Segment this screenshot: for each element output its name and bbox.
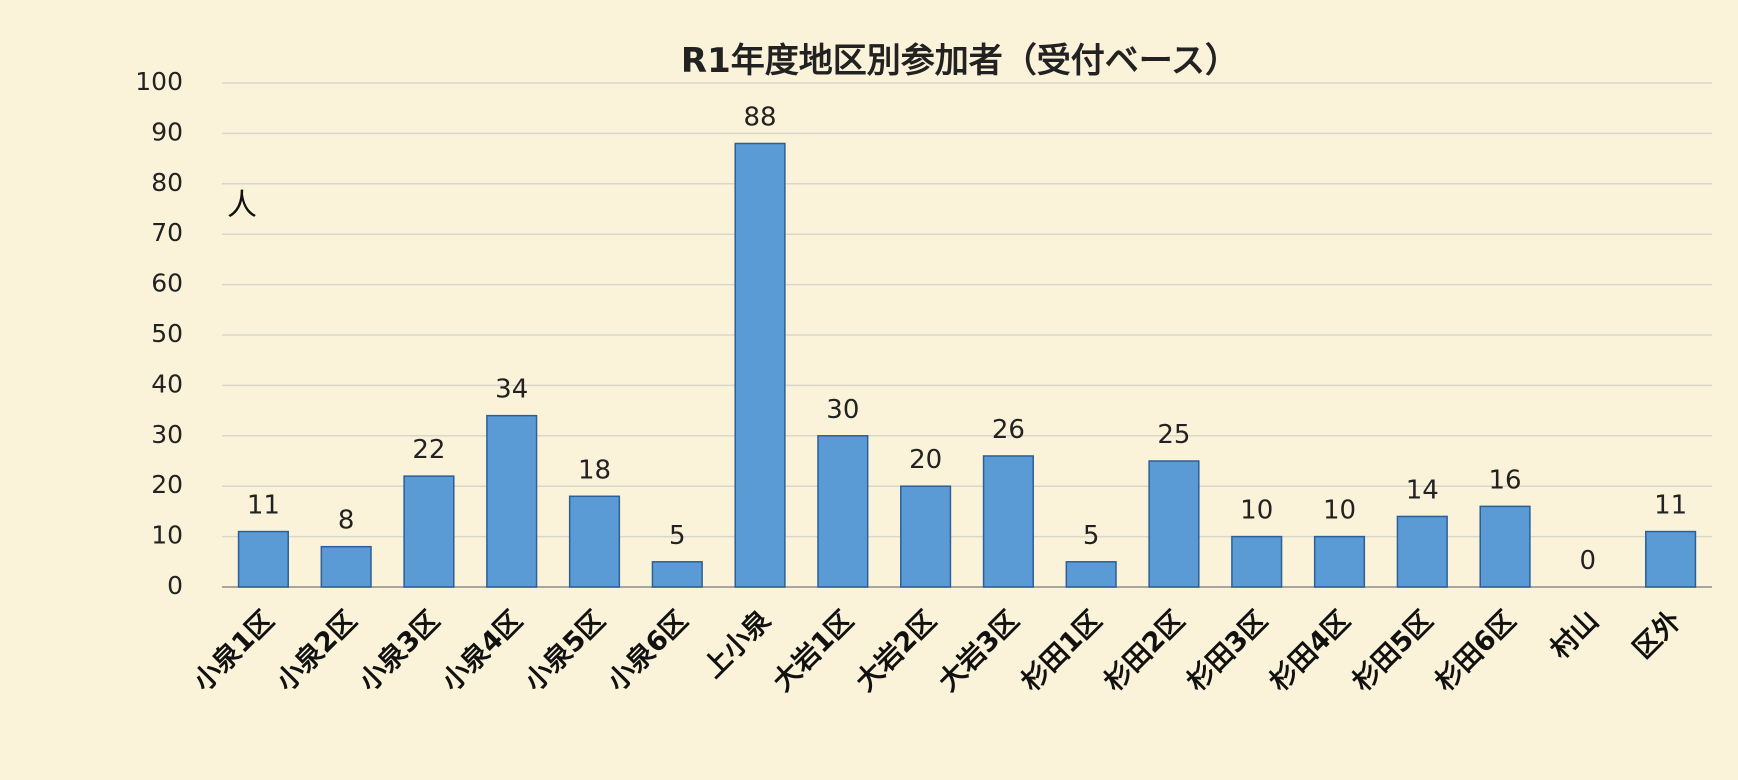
data-label: 30 <box>826 395 859 425</box>
chart-title: R1年度地区別参加者（受付ベース） <box>681 41 1239 81</box>
bar <box>403 475 455 588</box>
bar <box>237 530 289 588</box>
x-tick-label: 杉田3区 <box>1181 605 1273 697</box>
data-label: 11 <box>247 491 280 521</box>
y-tick-label: 60 <box>151 269 183 298</box>
y-tick-label: 10 <box>151 521 183 550</box>
bar <box>320 545 372 588</box>
y-tick-label: 50 <box>151 319 183 348</box>
x-tick-label: 小泉6区 <box>601 604 694 697</box>
bar <box>1065 561 1117 588</box>
bar <box>486 414 538 588</box>
data-label: 22 <box>412 435 445 465</box>
y-axis-tick-labels: 0 10 20 30 40 50 60 70 80 90 100 <box>135 67 183 600</box>
bars <box>237 142 1697 588</box>
x-tick-label: 杉田1区 <box>1016 605 1108 697</box>
bar <box>1148 460 1200 588</box>
data-label: 10 <box>1240 496 1273 526</box>
data-label: 20 <box>909 445 942 475</box>
x-tick-label: 杉田4区 <box>1264 605 1356 697</box>
x-tick-label: 小泉2区 <box>270 604 363 697</box>
y-axis-unit-label: 人 <box>227 188 257 223</box>
y-tick-label: 100 <box>135 67 183 96</box>
data-label: 25 <box>1157 420 1190 450</box>
data-labels: 11 8 22 34 18 5 88 30 20 26 5 25 10 10 14 16 0 11 <box>247 102 1687 576</box>
data-label: 18 <box>578 455 611 485</box>
bar <box>1396 515 1448 588</box>
data-label: 8 <box>338 506 355 536</box>
x-tick-label: 大岩2区 <box>850 605 942 697</box>
x-tick-label: 大岩3区 <box>933 605 1025 697</box>
data-label: 88 <box>744 102 777 132</box>
x-tick-label: 杉田2区 <box>1098 605 1190 697</box>
x-tick-label: 小泉1区 <box>187 604 280 697</box>
data-label: 14 <box>1406 475 1439 505</box>
bar <box>568 495 621 588</box>
x-tick-label: 村山 <box>1545 605 1605 665</box>
y-tick-label: 0 <box>167 571 183 600</box>
x-tick-label: 上小泉 <box>697 604 778 685</box>
bar <box>817 435 869 588</box>
bar <box>1313 535 1366 588</box>
x-tick-label: 区外 <box>1627 605 1687 665</box>
x-tick-label: 小泉3区 <box>353 604 446 697</box>
data-label: 26 <box>992 415 1025 445</box>
x-tick-label: 小泉4区 <box>435 604 528 697</box>
x-tick-label: 小泉5区 <box>518 604 611 697</box>
bar <box>734 142 786 588</box>
bar <box>900 485 952 588</box>
gridlines <box>222 82 1712 588</box>
x-tick-label: 大岩1区 <box>767 605 859 697</box>
y-tick-label: 70 <box>151 218 183 247</box>
data-label: 5 <box>1083 521 1100 551</box>
x-tick-label: 杉田5区 <box>1347 605 1439 697</box>
bar <box>982 455 1034 588</box>
y-tick-label: 80 <box>151 168 183 197</box>
x-tick-label: 杉田6区 <box>1430 605 1522 697</box>
data-label: 0 <box>1580 546 1597 576</box>
bar <box>1645 530 1697 588</box>
bar <box>651 561 703 588</box>
y-tick-label: 20 <box>151 470 183 499</box>
data-label: 34 <box>495 375 528 405</box>
data-label: 10 <box>1323 496 1356 526</box>
bar <box>1479 505 1531 588</box>
data-label: 5 <box>669 521 686 551</box>
bar <box>1231 535 1283 588</box>
y-tick-label: 30 <box>151 420 183 449</box>
y-tick-label: 40 <box>151 369 183 398</box>
data-label: 16 <box>1489 465 1522 495</box>
y-tick-label: 90 <box>151 117 183 146</box>
data-label: 11 <box>1654 491 1687 521</box>
